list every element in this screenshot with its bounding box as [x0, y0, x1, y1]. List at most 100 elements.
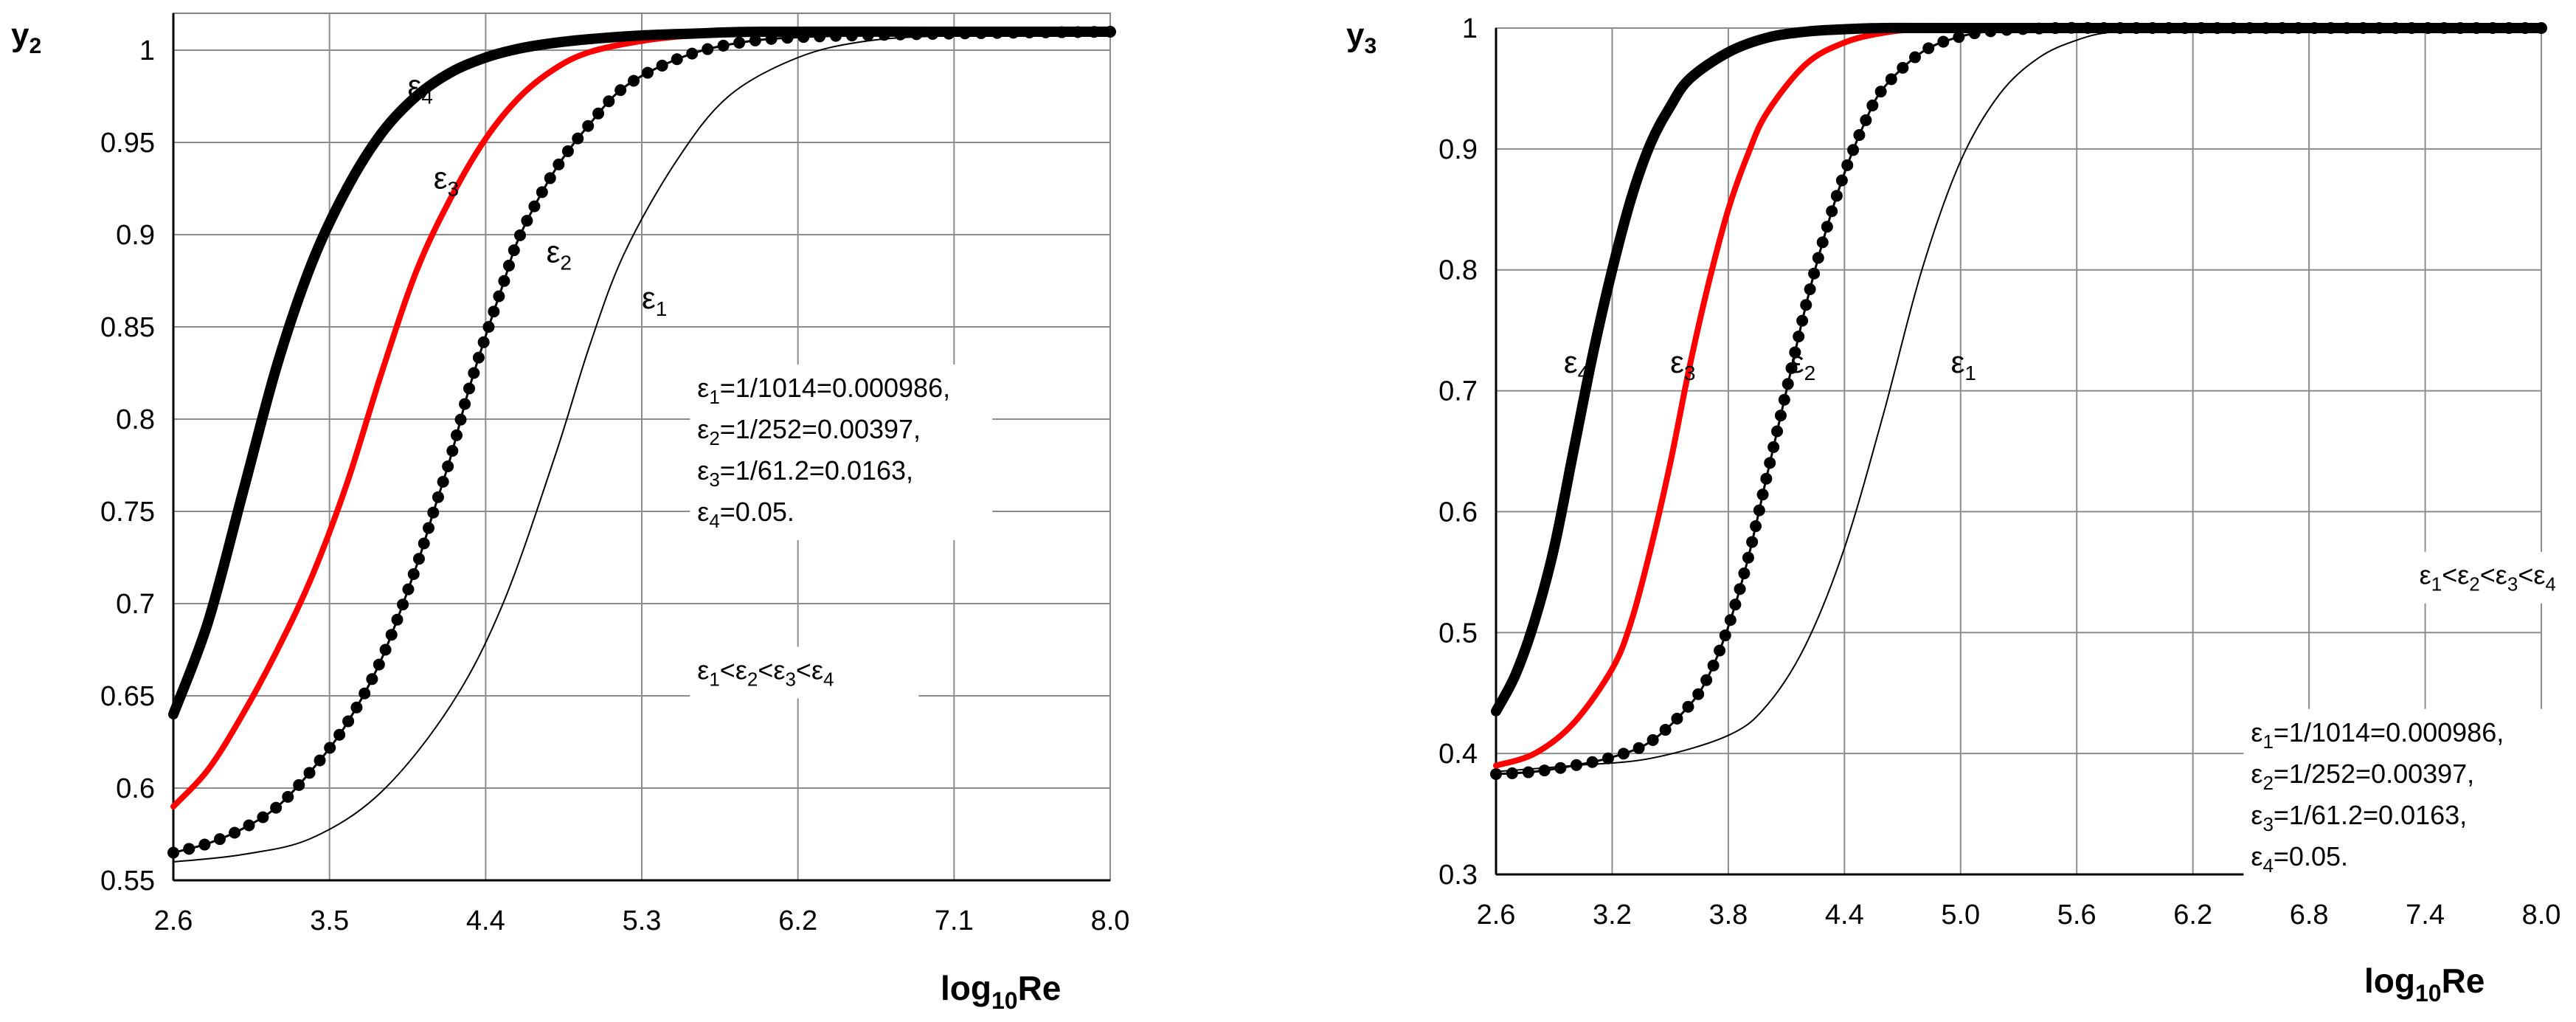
series-point-ε2	[1937, 35, 1950, 48]
x-tick-label: 7.1	[935, 905, 974, 936]
series-point-ε2	[1835, 174, 1848, 187]
series-point-ε2	[324, 742, 336, 754]
series-point-ε2	[402, 583, 415, 595]
series-point-ε2	[1771, 425, 1784, 438]
x-tick-label: 7.4	[2406, 900, 2445, 930]
series-point-ε2	[167, 846, 179, 859]
series-point-ε2	[582, 120, 595, 132]
series-point-ε2	[468, 367, 480, 379]
series-point-ε2	[1719, 629, 1731, 642]
chart-right: 2.6 3.2 3.8 4.4 5.0 5.6 6.2 6.8 7.4 8.0 0.3 0.4 0.5 0…	[1346, 13, 2576, 1007]
series-point-ε2	[1617, 747, 1630, 760]
series-line-ε4	[1491, 22, 2546, 717]
x-tick-label: 3.2	[1593, 900, 1632, 930]
series-point-ε2	[477, 336, 490, 348]
series-point-ε2	[391, 613, 404, 626]
series-point-ε2	[282, 790, 294, 803]
y-tick-label: 0.7	[1438, 376, 1478, 407]
y-axis-label: y2	[11, 17, 41, 58]
series-point-ε2	[213, 833, 226, 846]
series-point-ε2	[1774, 410, 1787, 422]
series-point-ε2	[702, 43, 714, 55]
series-point-ε2	[536, 186, 548, 198]
series-point-ε2	[1756, 488, 1769, 501]
x-tick-label: 4.4	[466, 905, 505, 936]
series-point-ε2	[1812, 252, 1824, 264]
series-point-ε2	[1659, 724, 1672, 736]
y-tick-label: 0.8	[116, 404, 155, 435]
series-point-ε2	[1554, 762, 1567, 774]
series-line-ε4	[168, 26, 1115, 719]
y-axis-label: y3	[1346, 17, 1377, 58]
series-point-ε2	[1785, 362, 1798, 374]
epsilon-definition: ε2=1/252=0.00397,	[2251, 759, 2474, 794]
series-point-ε2	[502, 259, 515, 272]
series-point-ε2	[1808, 267, 1821, 280]
curve-label: ε4	[1564, 345, 1589, 384]
x-tick-label: 3.5	[310, 905, 349, 936]
series-point-ε2	[1700, 674, 1713, 686]
series-point-ε2	[1738, 567, 1751, 580]
curve-label: ε4	[408, 69, 433, 108]
series-point-ε2	[561, 145, 574, 157]
series-point-ε2	[1750, 520, 1762, 533]
series-point-ε2	[385, 629, 398, 641]
y-tick-label: 0.55	[100, 866, 155, 897]
y-tick-label: 0.85	[100, 312, 155, 343]
series-point-ε2	[493, 290, 505, 303]
inequality-box	[2411, 551, 2576, 604]
series-point-ε2	[314, 754, 326, 767]
series-point-ε2	[397, 598, 409, 611]
series-point-ε2	[373, 658, 385, 671]
curve-label: ε1	[1951, 345, 1976, 384]
series-point-ε2	[749, 34, 761, 46]
epsilon-definition: ε2=1/252=0.00397,	[697, 414, 921, 449]
series-point-ε2	[463, 382, 475, 395]
series-point-ε2	[342, 715, 355, 728]
series-point-ε2	[418, 537, 430, 550]
y-tick-label: 0.9	[1438, 134, 1478, 165]
curve-label: ε1	[642, 280, 667, 320]
epsilon-definition: ε4=0.05.	[2251, 841, 2348, 877]
series-point-ε2	[1804, 283, 1816, 295]
series-point-ε2	[1764, 457, 1776, 469]
series-point-ε2	[1742, 551, 1754, 564]
series-point-ε2	[270, 801, 283, 814]
series-point-ε2	[521, 215, 533, 227]
series-point-ε2	[1830, 190, 1843, 202]
series-point-ε2	[1753, 504, 1765, 517]
series-line-ε1	[173, 31, 1111, 863]
series-point-ε2	[1897, 61, 1909, 74]
series-point-ε2	[229, 826, 241, 839]
series-point-ε2	[1853, 129, 1866, 142]
series-point-ε2	[437, 475, 449, 488]
x-tick-label: 6.2	[2173, 900, 2212, 930]
series-point-ε2	[1714, 644, 1726, 657]
series-point-ε2	[528, 200, 541, 213]
series-point-ε2	[656, 59, 668, 72]
series-point-ε2	[412, 553, 425, 565]
series-point-ε2	[446, 444, 459, 457]
series-point-ε2	[1734, 583, 1746, 595]
series-point-ε2	[1816, 236, 1829, 249]
series-point-ε2	[1793, 331, 1805, 343]
series-point-ε2	[1746, 536, 1759, 548]
series-point-ε2	[482, 321, 495, 334]
series-point-ε2	[1866, 99, 1879, 111]
series-point-ε2	[359, 687, 371, 700]
series-point-ε2	[717, 39, 730, 52]
y-tick-label: 0.8	[1438, 255, 1478, 286]
x-tick-label: 6.8	[2290, 900, 2329, 930]
series-point-ε2	[1506, 767, 1518, 779]
curve-label: ε2	[547, 235, 572, 275]
series-point-ε2	[513, 229, 526, 241]
series-point-ε2	[1778, 393, 1790, 406]
series-point-ε2	[257, 811, 269, 824]
series-point-ε2	[1522, 766, 1534, 778]
series-point-ε2	[488, 305, 500, 318]
epsilon-definition: ε3=1/61.2=0.0163,	[2251, 800, 2467, 835]
y-tick-label: 0.9	[116, 220, 155, 251]
series-point-ε2	[333, 728, 346, 741]
x-tick-label: 4.4	[1825, 900, 1864, 930]
